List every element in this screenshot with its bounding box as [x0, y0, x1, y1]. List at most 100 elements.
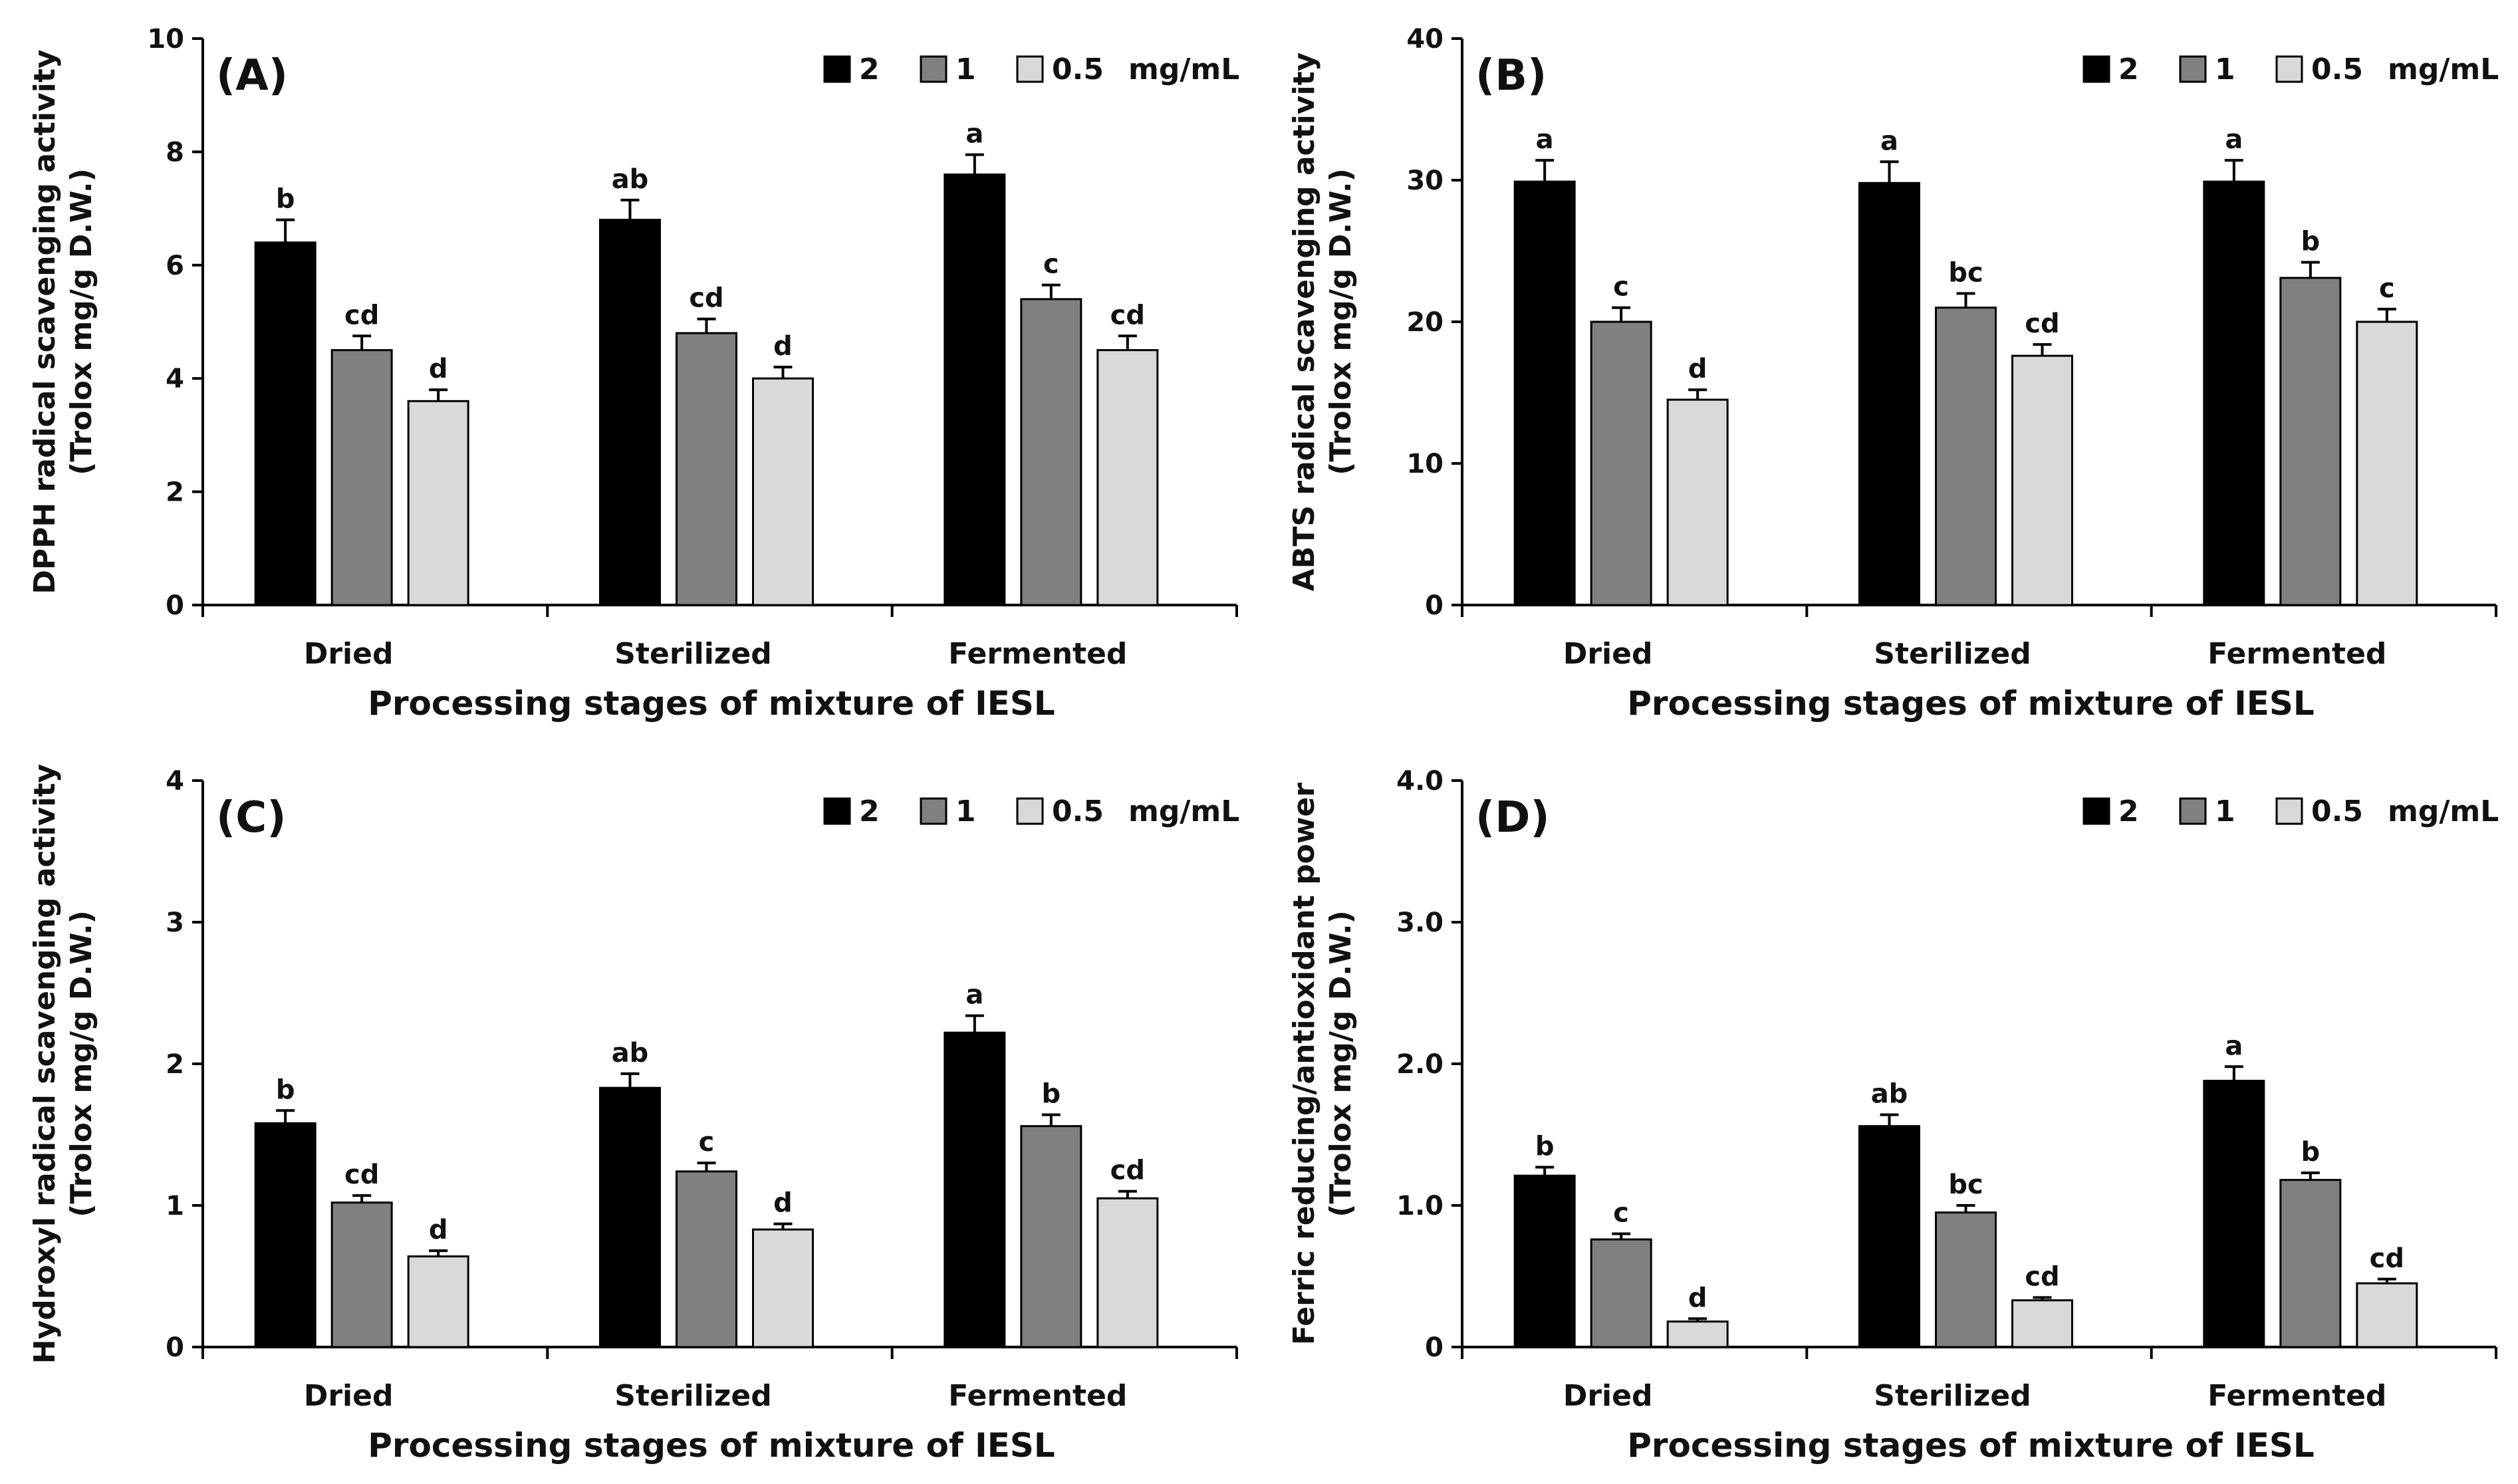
d-y-axis-title-line1: Ferric reducing/antioxidant power	[1287, 783, 1321, 1345]
c-legend-unit: mg/mL	[1128, 795, 1239, 828]
c-x-axis-title: Processing stages of mixture of IESL	[368, 1426, 1055, 1465]
b-sig-label-dried-2: d	[1688, 354, 1707, 384]
b-legend-label-1: 1	[2215, 53, 2235, 86]
a-bar-dried-0	[254, 241, 316, 606]
d-bar-dried-2	[1666, 1320, 1729, 1348]
c-sig-label-fermented-0: a	[965, 980, 983, 1011]
d-y-tick-label: 2.0	[1396, 1049, 1444, 1080]
b-sig-label-fermented-1: b	[2301, 227, 2321, 257]
b-category-label-fermented: Fermented	[2207, 637, 2386, 671]
d-legend-swatch-2	[2275, 797, 2303, 825]
b-legend-swatch-0	[2082, 55, 2110, 83]
chart-a-svg: 0 2 4 6 8 10 b cd d Dried ab cd d Sterilized a c cd Ferme…	[28, 24, 1239, 723]
b-legend-swatch-2	[2275, 55, 2303, 83]
a-sig-label-sterilized-2: d	[773, 331, 793, 362]
c-sig-label-sterilized-1: c	[699, 1127, 715, 1158]
d-legend-swatch-0	[2082, 797, 2110, 825]
a-sig-label-dried-1: cd	[344, 300, 379, 330]
a-sig-label-fermented-0: a	[965, 119, 983, 150]
c-sig-label-dried-0: b	[276, 1074, 295, 1105]
d-y-tick-label: 3.0	[1396, 908, 1444, 938]
c-bar-fermented-0	[944, 1031, 1006, 1348]
b-bar-dried-2	[1666, 398, 1729, 606]
b-sig-label-fermented-0: a	[2225, 124, 2243, 155]
c-legend-swatch-2	[1016, 797, 1044, 825]
a-y-axis-title-line2: (Trolox mg/g D.W.)	[64, 168, 98, 475]
d-bar-dried-1	[1590, 1238, 1652, 1348]
b-category-label-sterilized: Sterilized	[1874, 637, 2031, 671]
d-category-label-fermented: Fermented	[2207, 1379, 2386, 1413]
chart-b-svg: 010203040acdDriedabccdSterilizedabcFerme…	[1287, 24, 2499, 723]
c-legend-swatch-1	[920, 797, 947, 825]
c-y-tick-label: 3	[166, 908, 184, 938]
d-bar-fermented-1	[2279, 1179, 2342, 1348]
chart-d-svg: 01.02.03.04.0bcdDriedabbccdSterilizedabc…	[1287, 766, 2499, 1465]
d-bar-sterilized-0	[1858, 1125, 1920, 1348]
a-bar-dried-2	[407, 400, 469, 606]
b-sig-label-fermented-2: c	[2379, 273, 2395, 304]
b-y-tick-label: 0	[1425, 590, 1444, 621]
d-bar-sterilized-2	[2011, 1299, 2073, 1348]
c-sig-label-fermented-1: b	[1042, 1079, 1061, 1110]
c-category-label-sterilized: Sterilized	[614, 1379, 771, 1413]
a-sig-label-fermented-2: cd	[1110, 300, 1145, 330]
d-sig-label-fermented-0: a	[2225, 1031, 2243, 1061]
b-legend-label-2: 0.5	[2311, 53, 2363, 86]
c-bar-dried-2	[407, 1255, 469, 1348]
d-bar-sterilized-1	[1935, 1211, 1997, 1348]
a-y-tick-label: 0	[166, 590, 184, 621]
d-sig-label-fermented-2: cd	[2370, 1243, 2404, 1274]
a-bar-fermented-0	[944, 173, 1006, 606]
d-y-tick-label: 1.0	[1396, 1191, 1444, 1221]
c-y-tick-label: 4	[166, 766, 184, 797]
c-category-label-fermented: Fermented	[948, 1379, 1127, 1413]
c-sig-label-fermented-2: cd	[1110, 1156, 1145, 1186]
d-panel-title: (D)	[1475, 793, 1550, 842]
b-y-tick-label: 10	[1406, 449, 1444, 479]
c-legend-label-0: 2	[859, 795, 880, 828]
a-panel-title: (A)	[216, 51, 288, 100]
c-y-tick-label: 0	[166, 1332, 184, 1363]
d-y-axis-title-line2: (Trolox mg/g D.W.)	[1324, 910, 1358, 1217]
b-bar-sterilized-1	[1935, 307, 1997, 606]
d-x-axis-title: Processing stages of mixture of IESL	[1627, 1426, 2315, 1465]
a-legend-swatch-1	[920, 55, 947, 83]
chart-c-svg: 01234bcddDriedabcdSterilizedabcdFermente…	[28, 764, 1239, 1465]
d-sig-label-sterilized-2: cd	[2025, 1261, 2059, 1292]
c-sig-label-sterilized-2: d	[773, 1188, 793, 1219]
a-sig-label-dried-0: b	[276, 184, 295, 215]
b-bar-sterilized-0	[1858, 182, 1920, 606]
c-sig-label-sterilized-0: ab	[612, 1038, 649, 1068]
a-y-tick-label: 8	[166, 137, 184, 168]
a-y-tick-label: 6	[166, 251, 184, 281]
d-sig-label-fermented-1: b	[2301, 1137, 2321, 1168]
c-y-tick-label: 2	[166, 1049, 184, 1080]
a-legend-swatch-0	[823, 55, 851, 83]
c-bar-fermented-1	[1020, 1125, 1082, 1348]
c-bar-fermented-2	[1096, 1197, 1159, 1348]
b-legend-unit: mg/mL	[2388, 53, 2499, 86]
b-bar-fermented-0	[2203, 180, 2265, 606]
c-sig-label-dried-1: cd	[344, 1160, 379, 1190]
a-sig-label-sterilized-0: ab	[612, 164, 649, 195]
b-bar-fermented-2	[2356, 320, 2418, 606]
chart-panel-d: 0 1.0 2.0 3.0 4.0 b c d Dried ab bc cd Sterilized a b c…	[1259, 742, 2518, 1484]
chart-panel-a: 0 2 4 6 8 10 b cd d Dried ab cd d Sterilized a c cd Ferme…	[0, 0, 1259, 742]
chart-panel-b: 0 10 20 30 40 a c d Dried a bc cd Sterilized a b c Ferme…	[1259, 0, 2518, 742]
b-bar-sterilized-2	[2011, 354, 2073, 606]
d-legend-label-2: 0.5	[2311, 795, 2363, 828]
a-legend-unit: mg/mL	[1128, 53, 1239, 86]
chart-panel-c: 0 1 2 3 4 b cd d Dried ab c d Sterilized a b cd Fermente…	[0, 742, 1259, 1484]
a-y-axis-title-line1: DPPH radical scavenging activity	[28, 49, 62, 594]
a-category-label-sterilized: Sterilized	[614, 637, 771, 671]
b-y-tick-label: 30	[1406, 166, 1444, 196]
a-bar-fermented-1	[1020, 298, 1082, 606]
c-category-label-dried: Dried	[304, 1379, 394, 1413]
b-y-axis-title-line1: ABTS radical scavenging activity	[1287, 53, 1321, 592]
a-legend-swatch-2	[1016, 55, 1044, 83]
b-legend-swatch-1	[2179, 55, 2207, 83]
d-bar-fermented-2	[2356, 1282, 2418, 1348]
b-x-axis-title: Processing stages of mixture of IESL	[1627, 684, 2315, 723]
d-category-label-sterilized: Sterilized	[1874, 1379, 2031, 1413]
a-bar-sterilized-1	[676, 332, 737, 606]
